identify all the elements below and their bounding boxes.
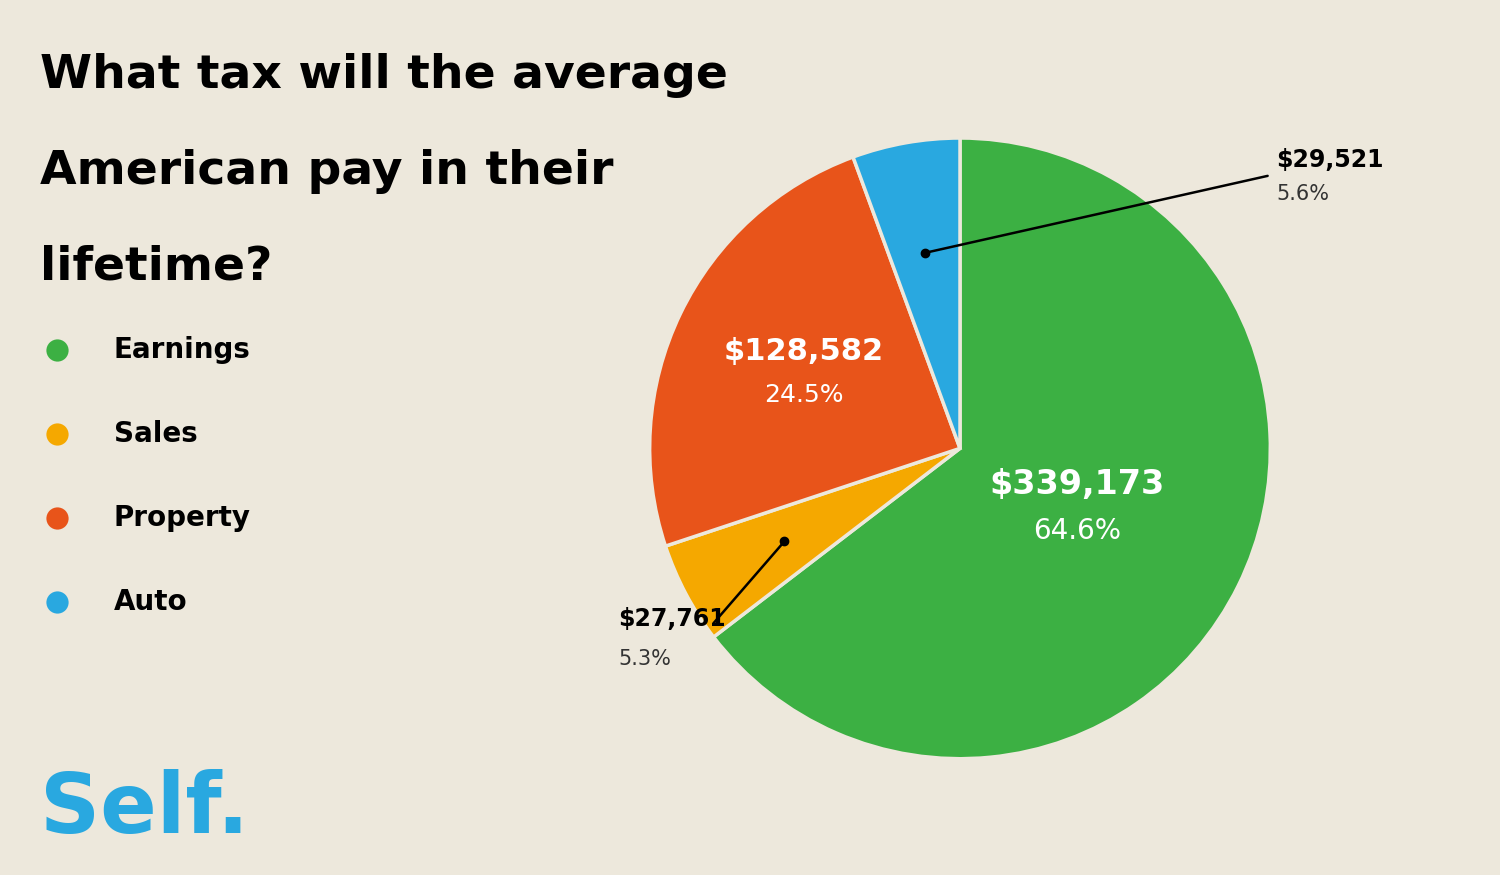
Wedge shape xyxy=(714,138,1270,759)
Wedge shape xyxy=(666,448,960,637)
Text: 24.5%: 24.5% xyxy=(764,382,843,407)
Text: What tax will the average: What tax will the average xyxy=(40,52,728,97)
Text: Self.: Self. xyxy=(40,769,249,850)
Text: Sales: Sales xyxy=(114,420,198,448)
Text: Auto: Auto xyxy=(114,588,188,616)
Text: $29,521: $29,521 xyxy=(1276,148,1384,172)
Text: $339,173: $339,173 xyxy=(988,468,1164,500)
Text: Property: Property xyxy=(114,504,251,532)
Text: 64.6%: 64.6% xyxy=(1034,517,1120,545)
Wedge shape xyxy=(650,157,960,546)
Text: Earnings: Earnings xyxy=(114,336,251,364)
Text: $128,582: $128,582 xyxy=(723,337,884,366)
Text: lifetime?: lifetime? xyxy=(40,245,273,290)
Wedge shape xyxy=(853,138,960,448)
Text: 5.6%: 5.6% xyxy=(1276,184,1329,204)
Text: 5.3%: 5.3% xyxy=(618,649,672,669)
Text: $27,761: $27,761 xyxy=(618,607,726,631)
Text: American pay in their: American pay in their xyxy=(40,149,613,193)
